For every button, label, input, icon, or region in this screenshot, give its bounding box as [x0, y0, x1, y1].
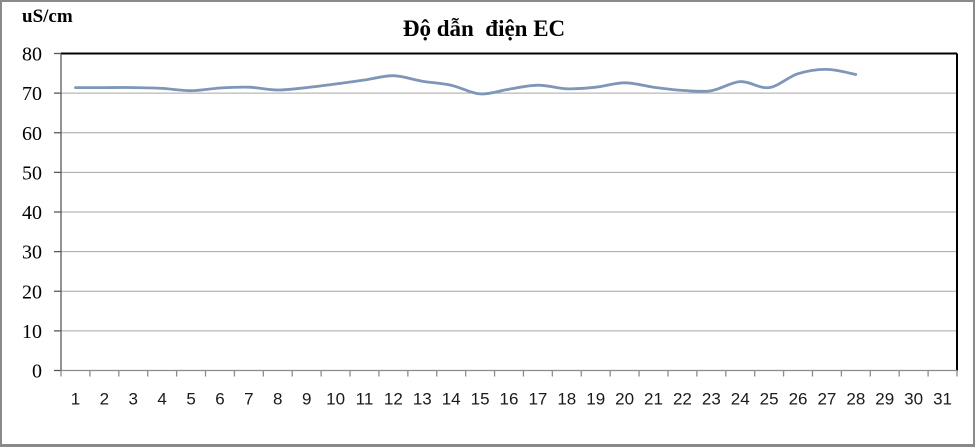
x-tick-label: 25 — [760, 390, 779, 409]
x-tick-label: 12 — [384, 390, 403, 409]
x-tick-label: 21 — [644, 390, 663, 409]
y-tick-label: 10 — [22, 321, 42, 343]
x-tick-label: 19 — [586, 390, 605, 409]
x-tick-label: 11 — [356, 390, 374, 409]
chart-title: Độ dẫn điện EC — [402, 16, 566, 41]
y-tick-label: 40 — [22, 202, 42, 224]
x-tick-label: 16 — [500, 390, 519, 409]
x-tick-label: 1 — [71, 390, 80, 409]
x-tick-label: 6 — [215, 390, 224, 409]
x-tick-label: 9 — [302, 390, 311, 409]
x-tick-label: 22 — [673, 390, 692, 409]
y-tick-label: 70 — [22, 83, 42, 105]
x-tick-label: 8 — [273, 390, 282, 409]
x-tick-label: 23 — [702, 390, 721, 409]
y-tick-label: 50 — [22, 162, 42, 184]
x-tick-label: 4 — [157, 390, 166, 409]
x-tick-label: 26 — [789, 390, 808, 409]
x-tick-label: 5 — [186, 390, 195, 409]
y-tick-label: 80 — [22, 44, 42, 66]
x-tick-label: 27 — [817, 390, 836, 409]
y-tick-label: 30 — [22, 242, 42, 264]
x-tick-label: 13 — [413, 390, 432, 409]
x-tick-label: 2 — [100, 390, 109, 409]
x-tick-label: 18 — [557, 390, 576, 409]
x-tick-label: 10 — [326, 390, 345, 409]
x-tick-label: 3 — [129, 390, 138, 409]
ec-series-line — [74, 67, 858, 96]
x-tick-label: 14 — [442, 390, 461, 409]
x-tick-label: 7 — [244, 390, 253, 409]
x-tick-label: 17 — [528, 390, 547, 409]
y-tick-label: 0 — [32, 361, 42, 383]
x-tick-label: 31 — [933, 390, 952, 409]
y-axis-unit-label: uS/cm — [22, 6, 73, 27]
x-tick-label: 29 — [875, 390, 894, 409]
y-tick-label: 60 — [22, 123, 42, 145]
x-tick-label: 20 — [615, 390, 634, 409]
x-tick-label: 30 — [904, 390, 923, 409]
x-tick-label: 28 — [846, 390, 865, 409]
y-tick-label: 20 — [22, 281, 42, 303]
x-tick-label: 24 — [731, 390, 750, 409]
x-tick-label: 15 — [471, 390, 490, 409]
